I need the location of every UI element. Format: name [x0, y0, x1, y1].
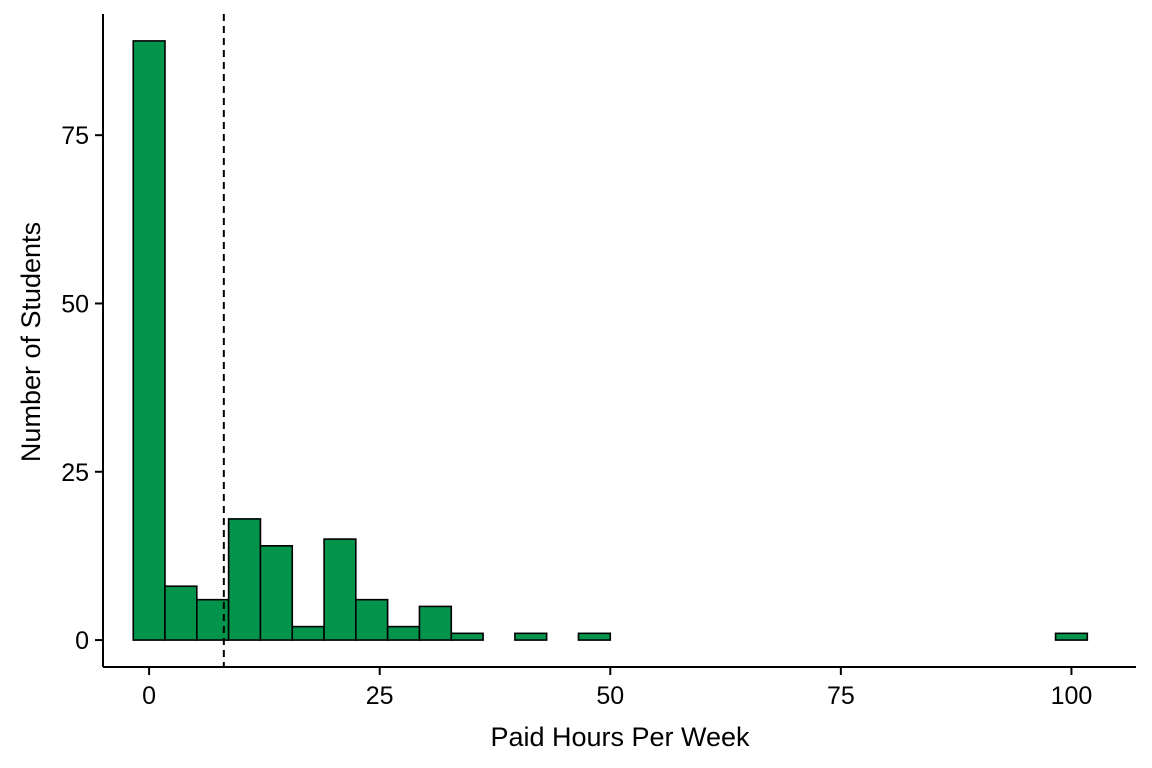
x-tick-label-3: 75 [827, 682, 855, 710]
histogram-bars [132, 40, 1089, 641]
histogram-bar-4 [259, 545, 294, 641]
x-tick-label-2: 50 [596, 682, 624, 710]
y-axis-title: Number of Students [16, 222, 46, 462]
y-tick-label-1: 25 [61, 459, 89, 487]
histogram-bar-3 [227, 518, 262, 641]
ticks-group: 0 25 50 75 100 0 25 50 75 [61, 122, 1092, 710]
histogram-bar-6 [323, 538, 357, 641]
x-tick-label-0: 0 [142, 682, 156, 710]
x-tick-label-1: 25 [366, 682, 394, 710]
x-axis-title: Paid Hours Per Week [490, 722, 750, 752]
histogram-bar-8 [386, 625, 421, 641]
histogram-bar-29 [1054, 632, 1089, 641]
histogram-bar-5 [291, 625, 325, 641]
y-tick-label-3: 75 [61, 122, 89, 150]
histogram-bar-12 [514, 632, 548, 641]
histogram-bar-0 [132, 40, 166, 641]
y-tick-label-0: 0 [75, 627, 89, 655]
x-tick-label-4: 100 [1051, 682, 1093, 710]
histogram-bar-1 [164, 585, 198, 641]
y-tick-label-2: 50 [61, 290, 89, 318]
histogram-bar-14 [577, 632, 612, 641]
histogram-bar-10 [450, 632, 484, 641]
axes-group [102, 14, 1136, 668]
histogram-bar-7 [355, 598, 389, 641]
histogram-bar-9 [418, 605, 453, 641]
